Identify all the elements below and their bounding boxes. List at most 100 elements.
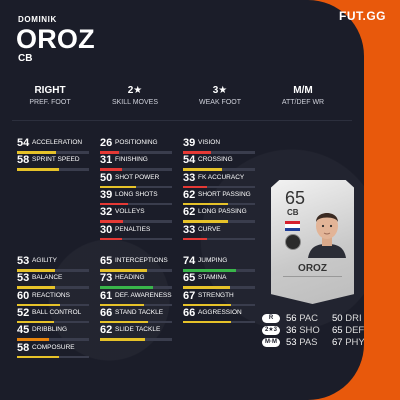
- card-stat-dri: 50 DRI: [332, 313, 362, 324]
- card-position: CB: [287, 208, 299, 217]
- stat-label: SHORT PASSING: [198, 190, 251, 198]
- info-value: 3★: [212, 85, 228, 96]
- stat-bar-fill: [17, 355, 59, 358]
- stat-bar-track: [183, 320, 255, 324]
- stat-crossing: 54 CROSSING: [183, 154, 255, 172]
- stat-value: 39: [183, 137, 196, 149]
- stat-bar-track: [17, 168, 89, 171]
- stat-long-shots: 39 LONG SHOTS: [100, 189, 172, 207]
- info-label: SKILL MOVES: [111, 99, 159, 106]
- stat-bar-fill: [17, 168, 59, 171]
- divider: [12, 120, 352, 121]
- card-stat-label: PAS: [299, 337, 318, 348]
- stat-bar-fill: [100, 237, 122, 240]
- player-last-name: OROZ: [16, 24, 95, 54]
- stat-bar-fill: [183, 320, 231, 324]
- stat-reactions: 60 REACTIONS: [17, 290, 89, 308]
- stat-label: AGILITY: [32, 257, 57, 264]
- stat-value: 53: [17, 272, 30, 285]
- card-stat-label: PHY: [345, 337, 364, 348]
- stat-label: SPRINT SPEED: [32, 156, 80, 164]
- stat-label: SLIDE TACKLE: [115, 326, 161, 334]
- stat-aggression: 66 AGGRESSION: [183, 307, 255, 325]
- stat-value: 39: [100, 188, 113, 201]
- card-player-name: OROZ: [298, 263, 327, 274]
- stat-label: VISION: [198, 139, 221, 146]
- stat-bar-track: [183, 168, 255, 171]
- stat-value: 62: [183, 188, 196, 201]
- stat-bar-fill: [183, 185, 207, 189]
- stat-fk-accuracy: 33 FK ACCURACY: [183, 172, 255, 190]
- stat-label: STAND TACKLE: [115, 308, 164, 316]
- stat-sprint-speed: 58 SPRINT SPEED: [17, 154, 89, 172]
- stat-value: 31: [100, 154, 113, 167]
- stat-value: 54: [183, 154, 196, 167]
- player-panel: DOMINIK OROZ CB RIGHT PREF. FOOT 2★ SKIL…: [0, 0, 364, 400]
- card-stat-value: 67: [332, 337, 343, 348]
- fut-gg-logo[interactable]: FUT.GG: [339, 9, 386, 23]
- stat-label: DRIBBLING: [32, 326, 68, 334]
- stat-label: DEF. AWARENESS: [115, 291, 172, 299]
- stat-bar-fill: [100, 320, 148, 324]
- info-value: 2★: [127, 85, 143, 96]
- stat-value: 66: [100, 306, 113, 319]
- card-stat-label: PAC: [299, 313, 319, 324]
- stat-value: 62: [100, 324, 113, 337]
- stat-label: HEADING: [115, 274, 145, 282]
- info-label: WEAK FOOT: [199, 99, 241, 106]
- stat-finishing: 31 FINISHING: [100, 154, 172, 172]
- stat-label: LONG PASSING: [198, 208, 247, 216]
- stat-bar-track: [100, 320, 172, 324]
- stat-acceleration: 54 ACCELERATION: [17, 137, 89, 155]
- stat-value: 73: [100, 272, 113, 285]
- stat-label: PENALTIES: [115, 225, 151, 233]
- stat-label: STAMINA: [198, 274, 227, 282]
- card-stat-label: DEF: [345, 325, 364, 336]
- player-photo-icon: [308, 213, 346, 258]
- stat-vision: 39 VISION: [183, 137, 255, 155]
- stat-bar-track: [100, 151, 172, 154]
- stat-value: 61: [100, 289, 113, 302]
- stat-bar-track: [17, 320, 89, 324]
- stat-bar-track: [100, 338, 172, 341]
- stat-label: AGGRESSION: [198, 308, 242, 316]
- stat-value: 30: [100, 223, 113, 236]
- card-stat-value: 65: [332, 325, 343, 336]
- stat-positioning: 26 POSITIONING: [100, 137, 172, 155]
- card-stat-row: 2★3 36 SHO 65 DEF: [262, 325, 364, 337]
- stat-value: 58: [17, 154, 30, 167]
- stat-bar-fill: [183, 168, 222, 171]
- info-value: RIGHT: [34, 85, 66, 96]
- info-weak-foot: 3★ WEAK FOOT: [175, 85, 265, 106]
- stat-label: STRENGTH: [198, 291, 234, 299]
- stat-bar-track: [100, 202, 172, 206]
- stat-strength: 67 STRENGTH: [183, 290, 255, 308]
- info-label: ATT/DEF WR: [281, 99, 325, 106]
- stat-bar-track: [183, 151, 255, 154]
- player-card: 65 CB OROZ: [271, 180, 354, 304]
- stat-interceptions: 65 INTERCEPTIONS: [100, 255, 172, 273]
- stat-bar-fill: [17, 286, 56, 289]
- stat-stand-tackle: 66 STAND TACKLE: [100, 307, 172, 325]
- stat-value: 65: [183, 272, 196, 285]
- stat-bar-fill: [183, 220, 228, 223]
- stat-label: CROSSING: [198, 156, 233, 164]
- stat-bar-track: [100, 220, 172, 223]
- stat-jumping: 74 JUMPING: [183, 255, 255, 273]
- stat-bar-track: [183, 303, 255, 307]
- stat-bar-fill: [100, 303, 144, 307]
- card-stat-value: 53: [286, 337, 297, 348]
- stat-label: BALANCE: [32, 274, 63, 282]
- info-label: PREF. FOOT: [29, 99, 71, 106]
- card-stat-label: SHO: [299, 325, 320, 336]
- stat-long-passing: 62 LONG PASSING: [183, 206, 255, 224]
- stat-bar-fill: [17, 338, 50, 341]
- stat-ball-control: 52 BALL CONTROL: [17, 307, 89, 325]
- stat-bar-fill: [100, 338, 145, 341]
- card-stat-value: 50: [332, 313, 343, 324]
- stat-bar-track: [100, 237, 172, 240]
- info-pref-foot: RIGHT PREF. FOOT: [5, 85, 95, 106]
- stat-bar-fill: [100, 286, 153, 289]
- player-first-name: DOMINIK: [18, 15, 57, 24]
- stat-bar-fill: [17, 320, 55, 324]
